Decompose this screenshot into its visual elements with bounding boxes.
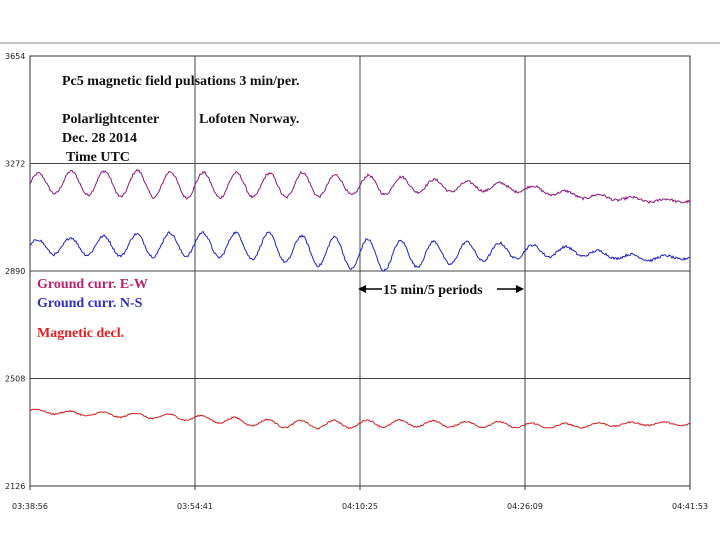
location-place: Lofoten Norway. — [199, 112, 299, 127]
chart-title: Pc5 magnetic field pulsations 3 min/per. — [62, 74, 300, 89]
period-label: 15 min/5 periods — [383, 283, 483, 298]
period-arrow — [358, 285, 524, 293]
y-axis-ticks: 3654 3272 2890 2508 2126 — [5, 52, 25, 491]
series-line-ns — [29, 230, 691, 272]
x-tick-label: 04:41:53 — [672, 502, 708, 511]
y-tick-label: 3272 — [5, 160, 25, 169]
legend-ns: Ground curr. N-S — [37, 296, 143, 311]
y-tick-label: 2126 — [5, 482, 25, 491]
legend-decl: Magnetic decl. — [37, 326, 124, 341]
series-line-decl — [29, 408, 691, 430]
date-label: Dec. 28 2014 — [62, 131, 137, 146]
x-tick-label: 04:26:09 — [507, 502, 543, 511]
time-label: Time UTC — [66, 150, 130, 165]
x-tick-label: 04:10:25 — [342, 502, 378, 511]
series-line-ew — [29, 168, 691, 204]
x-tick-label: 03:54:41 — [177, 502, 213, 511]
y-tick-label: 2508 — [5, 375, 25, 384]
y-tick-label: 3654 — [5, 52, 25, 61]
legend-ew: Ground curr. E-W — [37, 277, 148, 292]
series-group — [29, 168, 691, 430]
grid — [30, 56, 690, 486]
x-tick-label: 03:38:56 — [12, 502, 48, 511]
x-axis-ticks: 03:38:56 03:54:41 04:10:25 04:26:09 04:41:53 — [12, 486, 708, 511]
y-tick-label: 2890 — [5, 267, 25, 276]
location-org: Polarlightcenter — [62, 112, 159, 127]
